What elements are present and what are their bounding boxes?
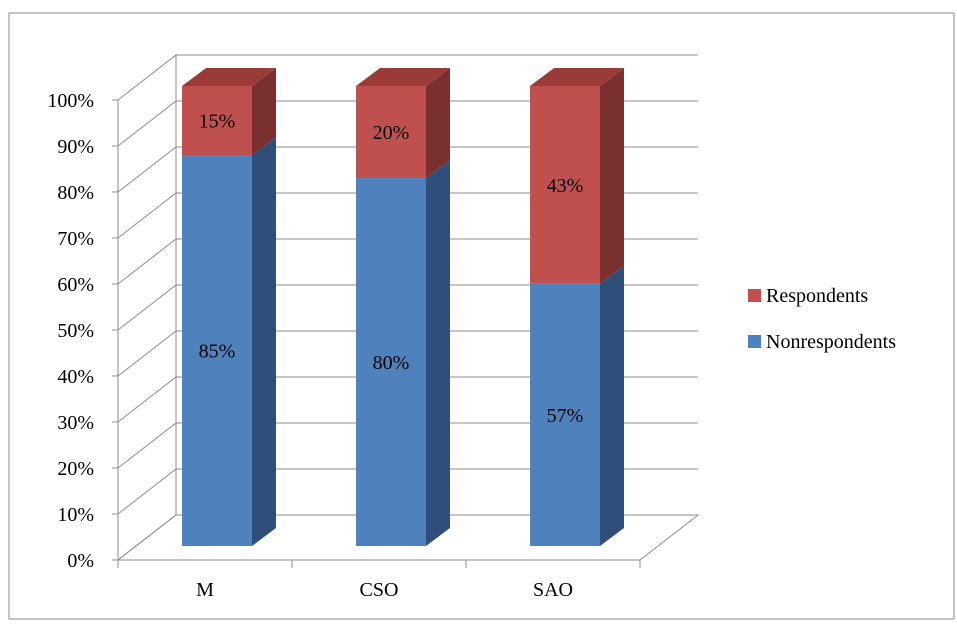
legend-label: Nonrespondents — [766, 331, 896, 353]
bar-nonrespondents-sao — [530, 265, 624, 546]
x-category-label: CSO — [360, 579, 399, 601]
y-tick-label: 30% — [57, 412, 94, 434]
data-labels: 85% 15% 80% 20% 57% 43% — [199, 111, 584, 427]
bar-respondents-sao — [530, 68, 624, 284]
bar-front-face — [356, 178, 426, 546]
y-tick-label: 40% — [57, 366, 94, 388]
data-label: 20% — [373, 122, 410, 144]
bar-top-face — [356, 68, 450, 86]
legend-swatch — [748, 289, 761, 302]
legend-item-respondents: Respondents — [748, 285, 868, 307]
data-label: 43% — [547, 175, 584, 197]
data-label: 80% — [373, 352, 410, 374]
bars — [182, 68, 624, 546]
axes — [112, 55, 641, 568]
bar-front-face — [530, 86, 600, 284]
y-tick-labels: 0% 10% 20% 30% 40% 50% 60% 70% 80% 90% 100% — [47, 90, 94, 572]
bar-respondents-cso — [356, 68, 450, 178]
bar-side-face — [252, 137, 276, 546]
bar-front-face — [530, 283, 600, 546]
x-category-label: M — [196, 579, 214, 601]
bar-front-face — [182, 86, 252, 155]
bar-side-face — [426, 68, 450, 178]
y-tick-label: 60% — [57, 274, 94, 296]
bar-top-face — [530, 68, 624, 86]
bar-side-face — [426, 160, 450, 546]
x-category-labels: M CSO SAO — [196, 579, 573, 601]
data-label: 15% — [199, 111, 236, 133]
chart-border — [8, 12, 955, 620]
data-label: 85% — [199, 341, 236, 363]
bar-side-face — [600, 68, 624, 284]
bar-front-face — [356, 86, 426, 178]
y-tick-label: 0% — [67, 550, 94, 572]
y-tick-label: 100% — [47, 90, 94, 112]
y-tick-label: 90% — [57, 136, 94, 158]
y-tick-label: 80% — [57, 182, 94, 204]
bar-front-face — [182, 155, 252, 546]
bar-top-face — [182, 68, 276, 86]
data-label: 57% — [547, 405, 584, 427]
legend-item-nonrespondents: Nonrespondents — [748, 331, 896, 353]
bar-side-face — [600, 265, 624, 546]
legend-label: Respondents — [766, 285, 868, 307]
bar-nonrespondents-cso — [356, 160, 450, 546]
y-tick-label: 10% — [57, 504, 94, 526]
bar-respondents-m — [182, 68, 276, 155]
legend-swatch — [748, 335, 761, 348]
y-tick-label: 20% — [57, 458, 94, 480]
bar-nonrespondents-m — [182, 137, 276, 546]
legend: Respondents Nonrespondents — [748, 285, 896, 353]
x-category-label: SAO — [533, 579, 573, 601]
y-tick-label: 50% — [57, 320, 94, 342]
bar-side-face — [252, 68, 276, 155]
y-tick-label: 70% — [57, 228, 94, 250]
